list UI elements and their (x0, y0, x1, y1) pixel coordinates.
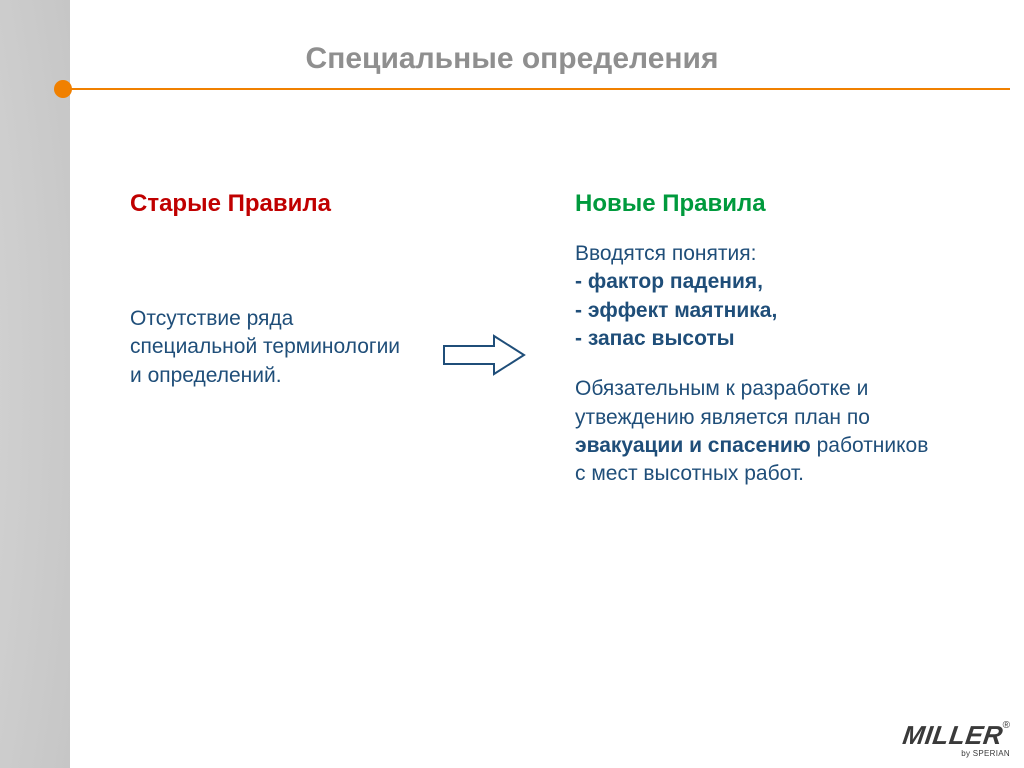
title-text: Специальные определения (306, 42, 719, 75)
left-column: Старые Правила (130, 190, 430, 248)
spacer (575, 353, 935, 375)
para2-pre: Обязательным к разработке и утвеждению я… (575, 377, 870, 428)
bullet-0: - фактор падения, (575, 268, 935, 296)
rule-dot (54, 80, 72, 98)
horizontal-rule (62, 88, 1010, 90)
right-arrow-icon (440, 330, 530, 380)
para2-bold: эвакуации и спасению (575, 434, 811, 457)
page-title: Специальные определения (0, 42, 1024, 76)
logo-main: MILLER (901, 720, 1005, 751)
right-para2: Обязательным к разработке и утвеждению я… (575, 375, 935, 488)
left-gradient-edge (0, 0, 70, 768)
brand-logo: MILLER® by SPERIAN (903, 720, 1010, 758)
left-body: Отсутствие ряда специальной терминологии… (130, 305, 410, 390)
right-intro: Вводятся понятия: (575, 240, 935, 268)
bullet-2: - запас высоты (575, 325, 935, 353)
bullet-1: - эффект маятника, (575, 297, 935, 325)
right-heading: Новые Правила (575, 190, 955, 218)
right-body: Вводятся понятия: - фактор падения, - эф… (575, 240, 935, 489)
left-heading: Старые Правила (130, 190, 430, 218)
right-bullets: - фактор падения, - эффект маятника, - з… (575, 268, 935, 353)
